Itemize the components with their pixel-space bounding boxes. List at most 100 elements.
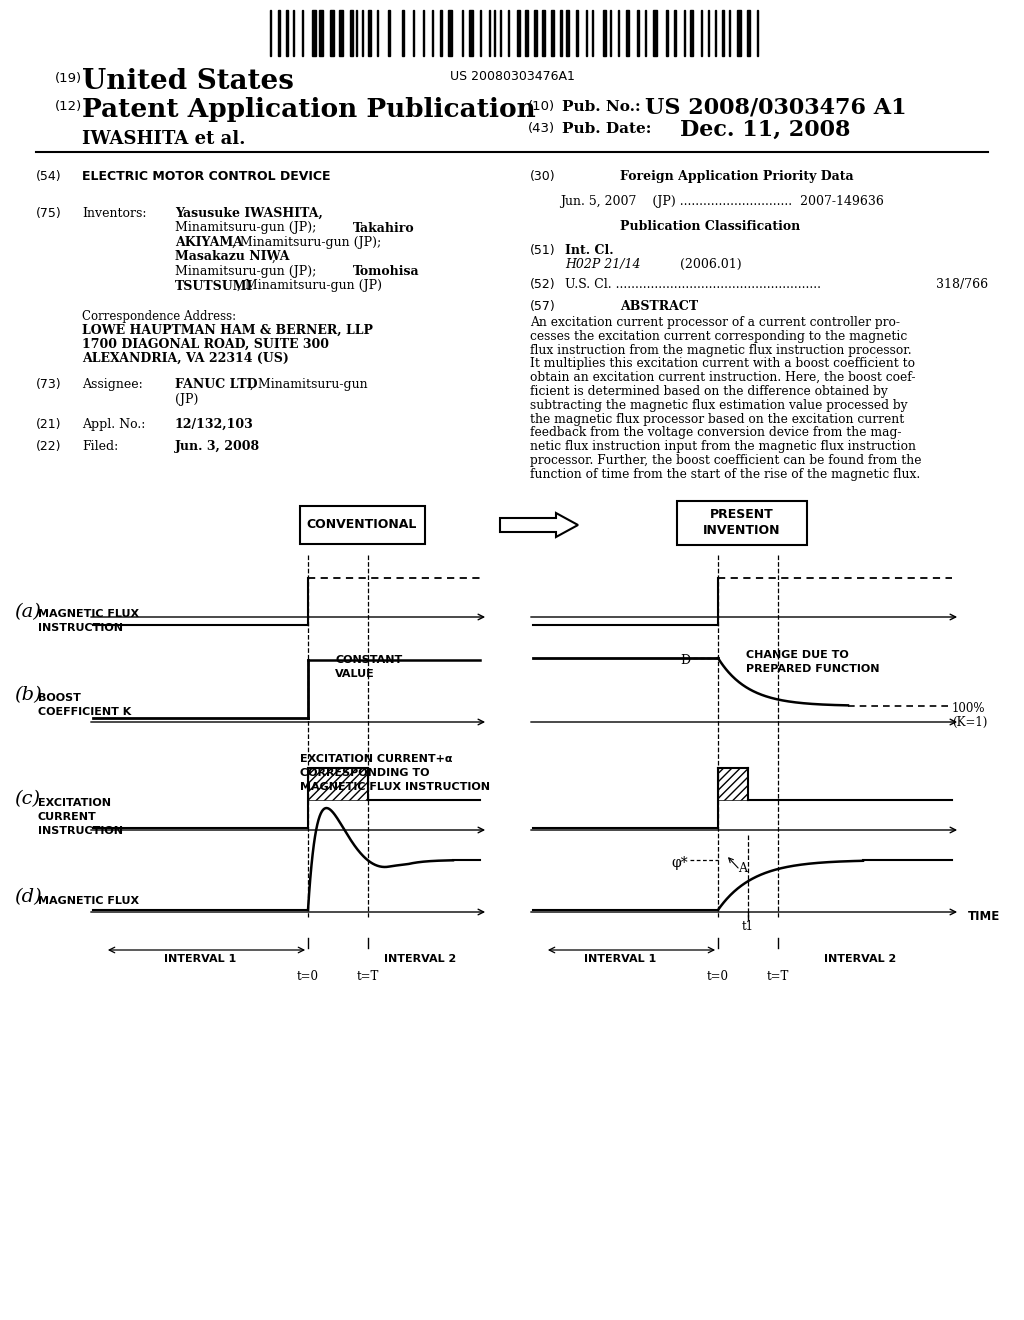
Text: t1: t1 [742,920,754,933]
Bar [674,11,676,55]
Text: FANUC LTD: FANUC LTD [175,378,257,391]
Text: D: D [680,655,690,668]
Bar [308,768,368,800]
Text: EXCITATION: EXCITATION [38,799,111,808]
Text: Assignee:: Assignee: [82,378,142,391]
Text: INTERVAL 2: INTERVAL 2 [824,954,896,964]
Bar [469,11,473,55]
Bar [388,11,390,55]
Text: Foreign Application Priority Data: Foreign Application Priority Data [620,170,854,183]
Text: , Minamitsuru-gun: , Minamitsuru-gun [250,378,368,391]
Text: (30): (30) [530,170,556,183]
Text: CORRESPONDING TO: CORRESPONDING TO [300,768,429,777]
Text: It multiplies this excitation current with a boost coefficient to: It multiplies this excitation current wi… [530,358,915,371]
Text: ficient is determined based on the difference obtained by: ficient is determined based on the diffe… [530,385,888,399]
Text: PREPARED FUNCTION: PREPARED FUNCTION [746,664,880,675]
Text: US 2008/0303476 A1: US 2008/0303476 A1 [645,96,906,119]
Bar [746,11,750,55]
Text: CHANGE DUE TO: CHANGE DUE TO [746,649,849,660]
Bar [350,11,353,55]
Text: , Minamitsuru-gun (JP);: , Minamitsuru-gun (JP); [232,236,381,249]
Text: Tomohisa: Tomohisa [353,265,420,279]
Text: Correspondence Address:: Correspondence Address: [82,310,237,323]
Text: subtracting the magnetic flux estimation value processed by: subtracting the magnetic flux estimation… [530,399,907,412]
Text: United States: United States [82,69,294,95]
Text: Masakazu NIWA: Masakazu NIWA [175,251,290,264]
Text: ABSTRACT: ABSTRACT [620,300,698,313]
Text: 12/132,103: 12/132,103 [175,418,254,432]
Bar [666,11,668,55]
Text: Minamitsuru-gun (JP);: Minamitsuru-gun (JP); [175,265,321,279]
Text: (2006.01): (2006.01) [680,257,741,271]
Bar [319,11,323,55]
Text: INTERVAL 1: INTERVAL 1 [164,954,237,964]
Bar [330,11,334,55]
Text: (52): (52) [530,279,556,290]
Text: PRESENT: PRESENT [710,508,774,521]
Bar [626,11,629,55]
Text: the magnetic flux processor based on the excitation current: the magnetic flux processor based on the… [530,413,904,425]
Bar [677,502,807,545]
Text: ELECTRIC MOTOR CONTROL DEVICE: ELECTRIC MOTOR CONTROL DEVICE [82,170,331,183]
Text: US 20080303476A1: US 20080303476A1 [450,70,574,83]
Bar [402,11,404,55]
Text: Patent Application Publication: Patent Application Publication [82,96,536,121]
Text: IWASHITA et al.: IWASHITA et al. [82,129,246,148]
Text: (51): (51) [530,244,556,257]
Text: (22): (22) [36,440,61,453]
Bar [534,11,537,55]
Bar [368,11,371,55]
Text: COEFFICIENT K: COEFFICIENT K [38,708,131,717]
Text: (57): (57) [530,300,556,313]
Bar [560,11,562,55]
Text: Pub. No.:: Pub. No.: [562,100,641,114]
Text: ALEXANDRIA, VA 22314 (US): ALEXANDRIA, VA 22314 (US) [82,352,289,366]
Bar [339,11,343,55]
Text: An excitation current processor of a current controller pro-: An excitation current processor of a cur… [530,315,900,329]
Text: MAGNETIC FLUX: MAGNETIC FLUX [38,896,139,906]
Bar [718,768,748,800]
Text: (JP): (JP) [175,393,199,407]
Text: MAGNETIC FLUX: MAGNETIC FLUX [38,609,139,619]
Text: U.S. Cl. .....................................................: U.S. Cl. ...............................… [565,279,821,290]
Text: H02P 21/14: H02P 21/14 [565,257,640,271]
Bar [551,11,554,55]
Bar [575,11,578,55]
Text: t=0: t=0 [297,970,319,983]
Text: t=T: t=T [767,970,790,983]
Text: Minamitsuru-gun (JP);: Minamitsuru-gun (JP); [175,222,321,235]
Text: CONVENTIONAL: CONVENTIONAL [307,519,417,532]
Bar [637,11,639,55]
Text: INVENTION: INVENTION [703,524,780,537]
Bar [286,11,288,55]
Text: t=0: t=0 [707,970,729,983]
Text: (43): (43) [528,121,555,135]
Text: Int. Cl.: Int. Cl. [565,244,613,257]
Text: processor. Further, the boost coefficient can be found from the: processor. Further, the boost coefficien… [530,454,922,467]
Bar [566,11,569,55]
Text: (b): (b) [14,686,42,704]
Text: INSTRUCTION: INSTRUCTION [38,623,123,634]
Text: flux instruction from the magnetic flux instruction processor.: flux instruction from the magnetic flux … [530,343,911,356]
Bar [517,11,520,55]
Text: VALUE: VALUE [335,669,375,678]
Bar [653,11,657,55]
Bar [737,11,741,55]
Text: , Minamitsuru-gun (JP): , Minamitsuru-gun (JP) [237,280,382,293]
Text: INSTRUCTION: INSTRUCTION [38,826,123,836]
Text: LOWE HAUPTMAN HAM & BERNER, LLP: LOWE HAUPTMAN HAM & BERNER, LLP [82,323,373,337]
Text: Jun. 5, 2007    (JP) .............................  2007-149636: Jun. 5, 2007 (JP) ......................… [560,195,884,209]
Text: (c): (c) [14,789,40,808]
Text: netic flux instruction input from the magnetic flux instruction: netic flux instruction input from the ma… [530,440,916,453]
Text: CONSTANT: CONSTANT [335,655,402,665]
Text: cesses the excitation current corresponding to the magnetic: cesses the excitation current correspond… [530,330,907,343]
Bar [299,506,425,544]
Polygon shape [500,513,578,537]
Text: Dec. 11, 2008: Dec. 11, 2008 [680,119,851,141]
Bar [722,11,724,55]
Text: obtain an excitation current instruction. Here, the boost coef-: obtain an excitation current instruction… [530,371,915,384]
Bar [542,11,545,55]
Text: (21): (21) [36,418,61,432]
Text: Jun. 3, 2008: Jun. 3, 2008 [175,440,260,453]
Bar [312,11,316,55]
